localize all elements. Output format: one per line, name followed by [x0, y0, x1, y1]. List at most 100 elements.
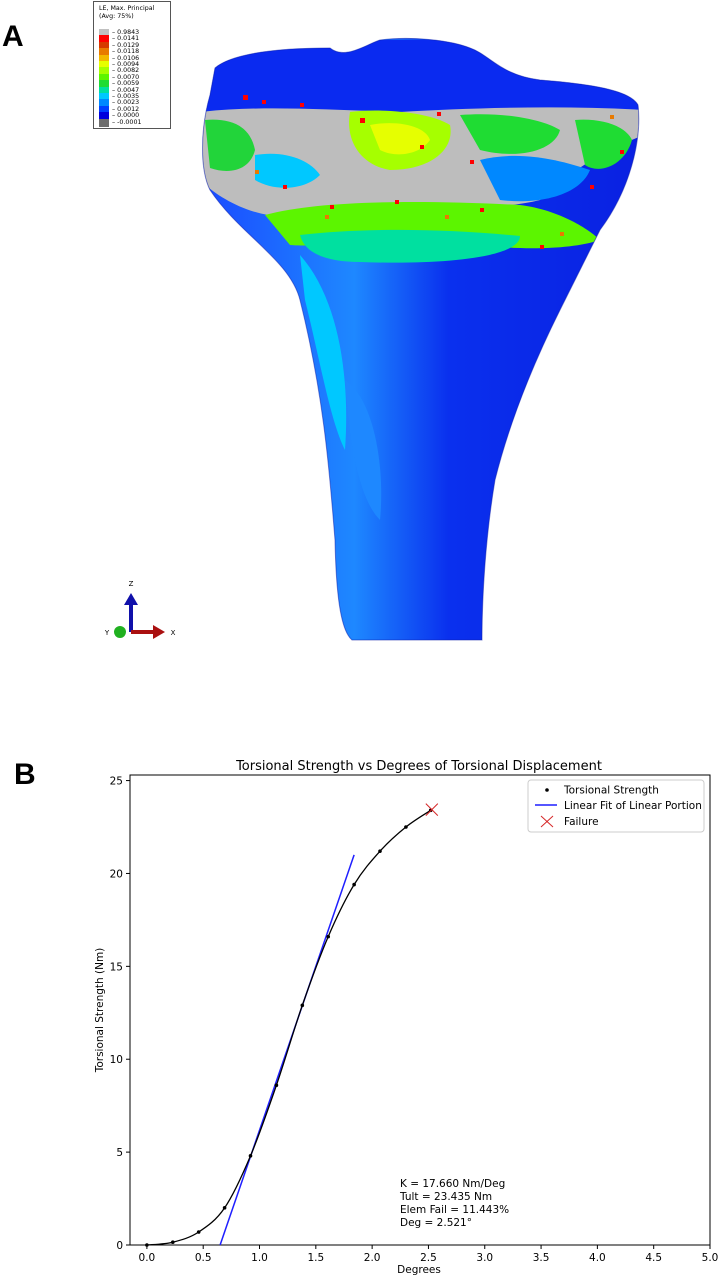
- data-point: [170, 1240, 175, 1245]
- data-point: [248, 1154, 253, 1158]
- x-tick-label: 0.5: [195, 1252, 212, 1264]
- legend-swatch: [99, 54, 109, 63]
- legend-swatch: [99, 86, 109, 95]
- legend-swatch: [99, 73, 109, 82]
- legend-label-linear-fit: Linear Fit of Linear Portion: [564, 800, 702, 812]
- torsional-strength-curve: [146, 809, 432, 1246]
- x-tick-label: 1.5: [307, 1252, 324, 1264]
- failure-marker-stroke: [425, 803, 439, 816]
- y-tick-label: 25: [110, 776, 123, 788]
- legend-row: – 0.0106: [99, 54, 140, 63]
- results-annotation: K = 17.660 Nm/Deg Tult = 23.435 Nm Elem …: [399, 1178, 509, 1229]
- tibia-strain-contour-image: Z Y X: [104, 37, 640, 641]
- x-tick-label: 4.0: [589, 1252, 606, 1264]
- legend-title-line1: LE, Max. Principal: [99, 5, 155, 12]
- legend-row: – 0.0012: [99, 105, 140, 114]
- legend-row: – 0.0047: [99, 86, 140, 95]
- data-point: [300, 1003, 305, 1008]
- legend-row: – 0.0094: [99, 61, 139, 69]
- legend-row: – 0.0070: [99, 73, 140, 82]
- legend-label-failure: Failure: [564, 816, 599, 828]
- legend-row: – 0.0082: [99, 67, 140, 76]
- legend-row: – 0.9843: [99, 29, 139, 37]
- x-tick-label: 2.5: [420, 1252, 437, 1264]
- panel-b-label: B: [14, 758, 36, 791]
- legend-swatch: [99, 93, 109, 101]
- y-axis: 0 5 10 15 20 25: [110, 776, 130, 1252]
- legend-row: – 0.0129: [99, 41, 140, 50]
- chart-legend: Torsional Strength Linear Fit of Linear …: [527, 779, 705, 833]
- legend-label-torsional-strength: Torsional Strength: [563, 785, 659, 797]
- x-tick-label: 0.0: [139, 1252, 156, 1264]
- x-tick-label: 3.5: [533, 1252, 550, 1264]
- axes-triad-icon: [114, 593, 165, 639]
- x-axis-label: Degrees: [397, 1264, 441, 1276]
- annotation-deg: Deg = 2.521°: [400, 1217, 472, 1229]
- data-point: [404, 825, 408, 829]
- chart-title: Torsional Strength vs Degrees of Torsion…: [235, 759, 602, 774]
- legend-value: – 0.0082: [112, 67, 140, 75]
- y-tick-label: 5: [116, 1147, 123, 1159]
- annotation-k: K = 17.660 Nm/Deg: [400, 1178, 505, 1190]
- legend-value: – 0.0000: [112, 112, 140, 120]
- x-tick-label: 5.0: [702, 1252, 719, 1264]
- legend-value: – 0.0047: [112, 86, 140, 94]
- legend-value: – 0.0094: [112, 61, 140, 68]
- x-tick-label: 1.0: [251, 1252, 268, 1264]
- plot-area-frame: [129, 774, 711, 1246]
- torsion-chart: Torsional Strength vs Degrees of Torsion…: [94, 759, 719, 1276]
- y-tick-label: 20: [110, 868, 123, 880]
- legend-swatch: [99, 61, 109, 69]
- legend-value: – -0.0001: [112, 118, 142, 126]
- legend-row: – 0.0141: [99, 35, 140, 44]
- legend-row: – 0.0059: [99, 80, 140, 89]
- legend-swatch: [99, 112, 109, 121]
- legend-row: – 0.0023: [99, 99, 140, 108]
- legend-title-line2: (Avg: 75%): [99, 13, 134, 20]
- legend-value: – 0.0141: [112, 35, 140, 43]
- legend-swatch: [99, 105, 109, 114]
- legend-marker-points: [545, 788, 549, 792]
- data-point: [378, 849, 382, 853]
- axis-y-label: Y: [104, 629, 110, 637]
- y-tick-label: 15: [110, 961, 123, 973]
- legend-row: – 0.0000: [99, 112, 140, 121]
- series-layer: [145, 803, 439, 1247]
- data-point: [352, 882, 356, 887]
- legend-title: LE, Max. Principal (Avg: 75%): [99, 5, 154, 21]
- legend-value: – 0.0035: [112, 93, 140, 100]
- legend-value: – 0.0118: [112, 48, 140, 56]
- legend-swatch: [99, 80, 109, 89]
- legend-value: – 0.0070: [112, 73, 140, 81]
- contour-legend: LE, Max. Principal (Avg: 75%) – 0.9843– …: [93, 1, 171, 129]
- failure-marker: [425, 803, 439, 816]
- data-point: [274, 1083, 279, 1088]
- legend-value: – 0.0012: [112, 105, 140, 113]
- x-tick-label: 4.5: [645, 1252, 662, 1264]
- legend-value: – 0.0106: [112, 54, 140, 62]
- annotation-elem-fail: Elem Fail = 11.443%: [400, 1204, 509, 1216]
- annotation-tult: Tult = 23.435 Nm: [399, 1191, 492, 1203]
- legend-swatch: [99, 118, 109, 127]
- legend-swatch: [99, 35, 109, 44]
- legend-value: – 0.0023: [112, 99, 140, 107]
- data-point: [326, 934, 331, 939]
- data-point: [222, 1206, 227, 1210]
- legend-swatch: [99, 99, 109, 108]
- legend-value: – 0.9843: [112, 29, 140, 36]
- legend-swatch: [99, 67, 109, 76]
- x-tick-label: 3.0: [476, 1252, 493, 1264]
- legend-value: – 0.0129: [112, 41, 140, 49]
- axis-z-label: Z: [129, 580, 134, 588]
- legend-row: – 0.0118: [99, 48, 140, 57]
- legend-row: – 0.0035: [99, 93, 139, 101]
- x-tick-label: 2.0: [364, 1252, 381, 1264]
- data-point: [196, 1230, 201, 1234]
- legend-swatch: [99, 48, 109, 57]
- legend-swatch: [99, 41, 109, 50]
- legend-swatch: [99, 29, 109, 37]
- x-axis: 0.0 0.5 1.0 1.5 2.0 2.5 3.0 3.5 4.0 4.5 5.0: [139, 1245, 719, 1264]
- y-tick-label: 10: [110, 1054, 123, 1066]
- y-axis-label: Torsional Strength (Nm): [94, 948, 106, 1074]
- legend-value: – 0.0059: [112, 80, 140, 88]
